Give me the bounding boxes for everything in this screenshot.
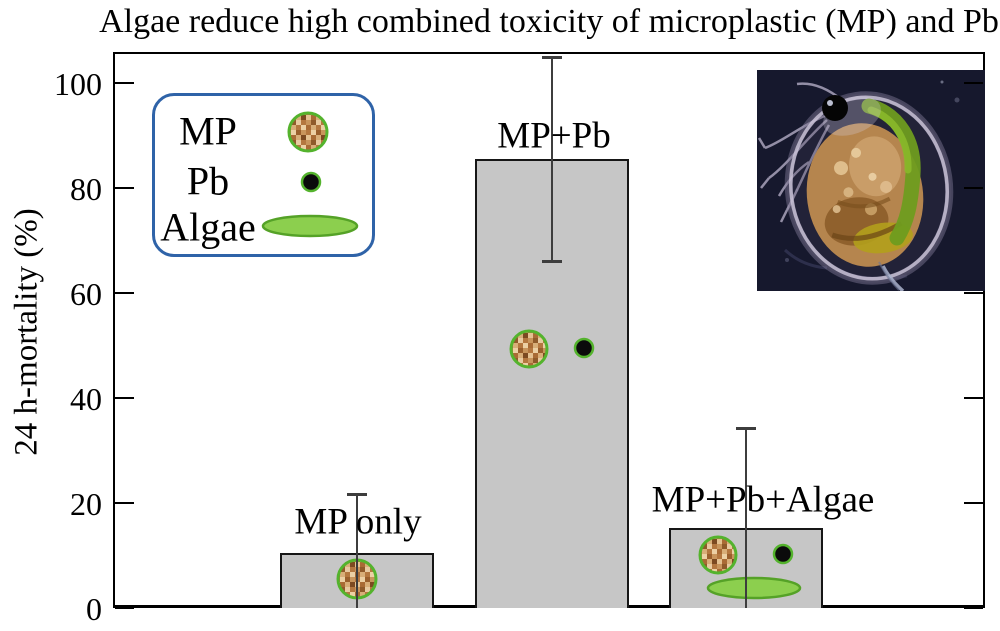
daphnia-micrograph-photo bbox=[757, 70, 985, 293]
y-tick-label-80: 80 bbox=[70, 171, 102, 207]
y-tick-left-40 bbox=[115, 396, 134, 399]
y-tick-right-100 bbox=[964, 81, 983, 84]
error-bar-2 bbox=[551, 56, 553, 262]
y-tick-right-20 bbox=[964, 501, 983, 504]
bar2-pb-dot-icon bbox=[573, 337, 595, 359]
bar3-mp-particle-icon bbox=[697, 534, 739, 576]
y-tick-label-20: 20 bbox=[70, 486, 102, 522]
bar2-mp-particle-icon bbox=[508, 328, 550, 370]
y-tick-label-0: 0 bbox=[86, 591, 102, 627]
y-tick-left-80 bbox=[115, 186, 134, 189]
y-tick-right-60 bbox=[964, 291, 983, 294]
daphnia-eye bbox=[822, 95, 848, 121]
error-bar-3 bbox=[745, 428, 747, 608]
legend-pb-dot-icon bbox=[300, 171, 322, 193]
y-tick-label-60: 60 bbox=[70, 276, 102, 312]
error-cap-top-1 bbox=[347, 493, 367, 497]
y-tick-left-60 bbox=[115, 291, 134, 294]
legend-mp-particle-icon bbox=[286, 110, 330, 154]
error-cap-bottom-2 bbox=[542, 260, 562, 263]
y-tick-right-0 bbox=[964, 606, 983, 609]
bar3-algae-icon bbox=[706, 576, 802, 600]
bar-label-mp-only: MP only bbox=[294, 501, 422, 543]
chart-title: Algae reduce high combined toxicity of m… bbox=[99, 3, 999, 40]
y-tick-right-40 bbox=[964, 396, 983, 399]
error-cap-top-2 bbox=[542, 55, 562, 59]
y-tick-left-0 bbox=[115, 606, 134, 609]
y-axis-label: 24 h-mortality (%) bbox=[8, 208, 45, 456]
legend-label-mp: MP bbox=[179, 108, 237, 154]
bar-label-mp-pb-algae: MP+Pb+Algae bbox=[651, 479, 875, 521]
bar-label-mp-pb: MP+Pb bbox=[497, 115, 611, 157]
legend-label-algae: Algae bbox=[160, 204, 256, 250]
error-bar-1 bbox=[356, 494, 358, 608]
daphnia-algae-gut bbox=[861, 98, 921, 246]
legend-algae-icon bbox=[261, 214, 359, 238]
legend-box bbox=[152, 93, 375, 257]
daphnia-tail-spine bbox=[881, 265, 905, 293]
legend-label-pb: Pb bbox=[186, 158, 230, 204]
y-tick-left-100 bbox=[115, 81, 134, 84]
y-tick-left-20 bbox=[115, 501, 134, 504]
bar3-pb-dot-icon bbox=[772, 543, 794, 565]
y-tick-label-40: 40 bbox=[70, 381, 102, 417]
y-tick-label-100: 100 bbox=[54, 66, 102, 102]
error-cap-top-3 bbox=[736, 427, 756, 431]
y-tick-right-80 bbox=[964, 186, 983, 189]
